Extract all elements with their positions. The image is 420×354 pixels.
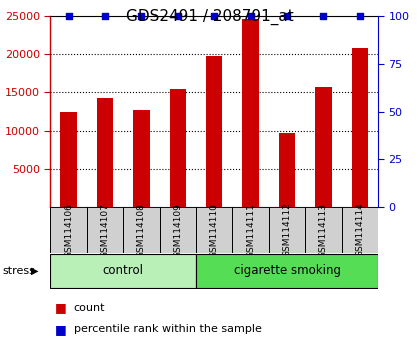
Point — [102, 13, 108, 19]
Bar — [196, 254, 378, 288]
Text: GSM114106: GSM114106 — [64, 202, 73, 258]
Point — [138, 13, 145, 19]
Point — [174, 13, 181, 19]
Bar — [50, 207, 87, 253]
Bar — [160, 207, 196, 253]
Text: count: count — [74, 303, 105, 313]
Bar — [123, 207, 160, 253]
Text: GSM114114: GSM114114 — [355, 203, 364, 257]
Text: cigarette smoking: cigarette smoking — [234, 264, 341, 277]
Bar — [279, 133, 295, 207]
Bar — [232, 207, 269, 253]
Bar — [50, 254, 196, 288]
Text: GSM114111: GSM114111 — [246, 202, 255, 258]
Text: GSM114108: GSM114108 — [137, 202, 146, 258]
Bar — [352, 48, 368, 207]
Text: control: control — [103, 264, 144, 277]
Bar — [315, 87, 332, 207]
Point — [357, 13, 363, 19]
Text: GSM114113: GSM114113 — [319, 202, 328, 258]
Bar — [87, 207, 123, 253]
Bar — [170, 88, 186, 207]
Point — [284, 13, 290, 19]
Text: GDS2491 / 208791_at: GDS2491 / 208791_at — [126, 9, 294, 25]
Bar — [269, 207, 305, 253]
Bar — [341, 207, 378, 253]
Bar — [133, 110, 150, 207]
Bar — [242, 19, 259, 207]
Text: GSM114112: GSM114112 — [283, 203, 291, 257]
Point — [211, 13, 218, 19]
Bar — [305, 207, 341, 253]
Bar — [97, 98, 113, 207]
Text: percentile rank within the sample: percentile rank within the sample — [74, 324, 261, 334]
Point — [320, 13, 327, 19]
Bar — [60, 112, 77, 207]
Text: GSM114109: GSM114109 — [173, 202, 182, 258]
Bar — [196, 207, 232, 253]
Text: GSM114110: GSM114110 — [210, 202, 219, 258]
Text: ■: ■ — [55, 302, 66, 314]
Bar — [206, 56, 223, 207]
Text: ▶: ▶ — [31, 266, 38, 276]
Text: ■: ■ — [55, 323, 66, 336]
Point — [65, 13, 72, 19]
Text: GSM114107: GSM114107 — [100, 202, 110, 258]
Point — [247, 13, 254, 19]
Text: stress: stress — [2, 266, 35, 276]
